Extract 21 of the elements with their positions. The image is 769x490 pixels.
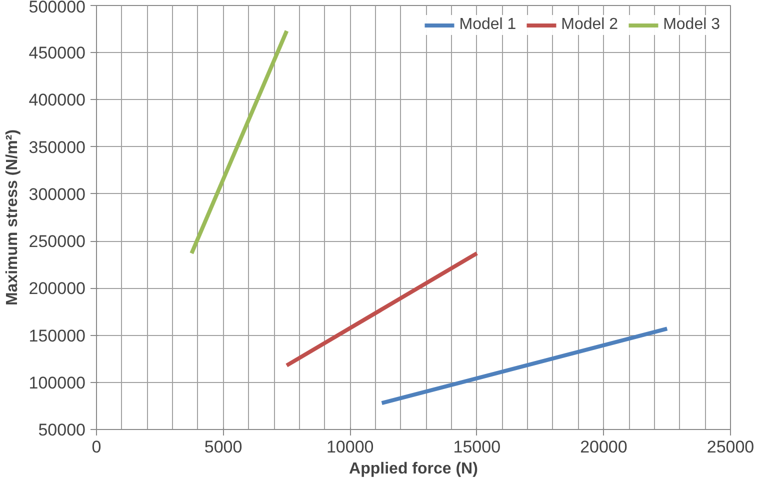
y-tick-label: 500000	[28, 0, 86, 16]
y-tick-label: 300000	[28, 184, 86, 204]
x-tick-label: 5000	[204, 438, 242, 456]
y-tick-label: 100000	[28, 373, 86, 392]
y-tick-label: 450000	[28, 44, 86, 63]
y-tick-label: 350000	[28, 138, 86, 157]
x-tick-label: 10000	[326, 438, 374, 456]
x-tick-label: 0	[92, 438, 102, 456]
x-axis-title: Applied force (N)	[349, 460, 478, 478]
y-tick-label: 50000	[38, 420, 86, 440]
y-tick-label: 150000	[28, 326, 86, 346]
legend-label: Model 2	[561, 16, 618, 34]
y-axis-title: Maximum stress (N/m²)	[4, 129, 21, 306]
y-tick-label: 250000	[28, 232, 86, 252]
x-tick-label: 15000	[453, 438, 501, 456]
x-tick-label: 25000	[706, 438, 754, 456]
y-tick-label: 400000	[28, 90, 86, 110]
y-tick-label: 200000	[28, 279, 86, 298]
legend-label: Model 3	[663, 16, 720, 34]
x-tick-label: 20000	[580, 438, 628, 456]
legend-label: Model 1	[459, 16, 516, 34]
